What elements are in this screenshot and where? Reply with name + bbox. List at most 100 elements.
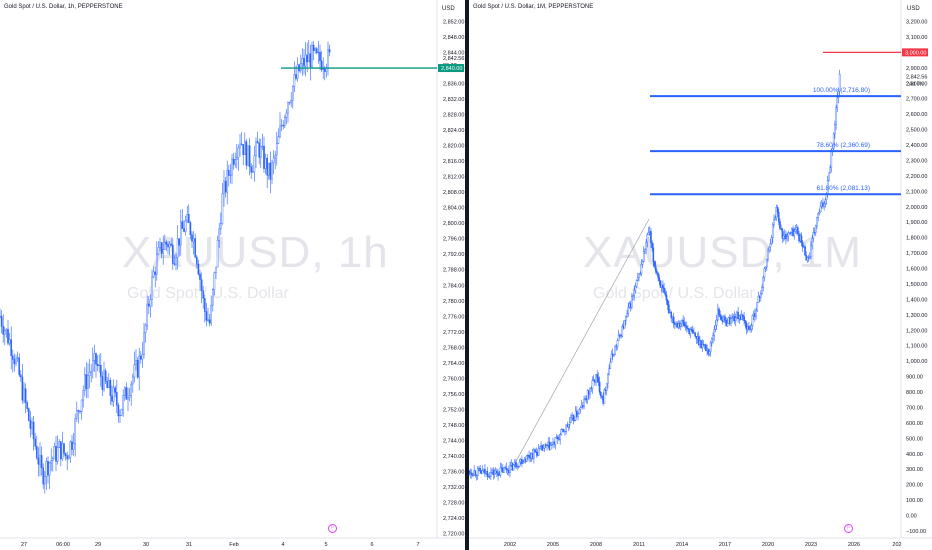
left-candle-body-17	[26, 402, 29, 409]
left-candle-body-57	[90, 370, 92, 373]
right-candle-body-36	[509, 465, 511, 473]
left-candle-body-14	[21, 376, 24, 401]
right-chart-canvas[interactable]: −100.00 0.00 100.00 200.00 300.00 400.00 500.0…	[469, 0, 932, 550]
left-flag-icon[interactable]: ⚐	[328, 524, 337, 533]
left-candle-body-197	[314, 48, 317, 51]
right-candle-body-113	[601, 395, 603, 398]
right-candle-body-148	[642, 251, 645, 262]
right-candle-body-189	[691, 330, 694, 333]
left-candle-body-151	[240, 143, 243, 145]
left-x-tick-4: 31	[186, 542, 192, 548]
right-candle-body-184	[685, 325, 688, 329]
right-candle-body-150	[645, 241, 647, 250]
left-candle-body-87	[138, 355, 141, 378]
left-y-tick-20: 2,800.00	[443, 221, 464, 227]
left-candle-body-27	[42, 467, 44, 485]
right-candle-body-123	[613, 354, 615, 357]
right-candle-body-168	[666, 300, 669, 306]
right-candle-body-287	[808, 256, 811, 259]
right-candle-body-31	[503, 467, 505, 473]
left-candle-body-146	[232, 158, 235, 165]
right-candle-body-265	[782, 235, 785, 239]
right-flag-icon[interactable]: ⚐	[844, 524, 853, 533]
left-candle-body-79	[125, 387, 128, 400]
right-candle-body-200	[705, 344, 707, 352]
right-candle-body-277	[797, 227, 799, 235]
right-candle-body-254	[769, 243, 772, 248]
left-candle-body-203	[324, 68, 326, 72]
right-y-tick-18: 1,700.00	[906, 251, 927, 257]
right-candle-body-230	[740, 314, 743, 320]
left-candle-body-200	[319, 52, 321, 62]
left-chart-pane[interactable]: XAUUSD, 1h Gold Spot / U.S. Dollar 2,720…	[0, 0, 465, 550]
right-candle-body-310	[836, 97, 839, 108]
left-candle-body-183	[292, 86, 294, 101]
right-candle-body-144	[638, 273, 640, 278]
left-candle-body-32	[50, 460, 52, 464]
right-candle-body-46	[521, 459, 523, 464]
right-target-tag	[902, 48, 928, 57]
left-candle-body-157	[250, 166, 253, 173]
left-candle-body-104	[165, 241, 168, 245]
left-candle-body-109	[173, 263, 176, 265]
left-candle-body-138	[219, 223, 222, 230]
right-candle-body-216	[724, 316, 726, 321]
right-chart-pane[interactable]: XAUUSD, 1M Gold Spot / U.S. Dollar −100.…	[469, 0, 932, 550]
right-candle-body-244	[757, 295, 760, 303]
right-candle-body-248	[762, 276, 765, 288]
left-candle-body-170	[271, 162, 273, 180]
left-chart-canvas[interactable]: 2,720.00 2,724.00 2,728.00 2,732.00 2,736.00…	[0, 0, 465, 550]
right-y-tick-8: 700.00	[906, 405, 923, 411]
left-y-tick-18: 2,792.00	[443, 252, 464, 258]
left-candle-body-184	[293, 74, 296, 87]
right-candle-body-213	[720, 316, 723, 321]
pane-divider[interactable]	[465, 0, 469, 550]
right-candle-body-280	[800, 235, 803, 243]
left-candle-body-33	[52, 457, 54, 461]
left-candle-body-118	[187, 214, 190, 223]
right-candle-body-274	[793, 231, 796, 236]
left-candle-body-124	[197, 263, 200, 275]
left-y-tick-12: 2,768.00	[443, 345, 464, 351]
left-y-tick-0: 2,720.00	[443, 532, 464, 538]
right-candle-body-264	[781, 228, 784, 239]
right-candle-body-154	[650, 231, 652, 243]
right-candle-body-209	[715, 319, 718, 326]
left-candle-body-129	[205, 311, 208, 321]
right-candle-body-92	[576, 410, 578, 417]
left-candle-body-115	[183, 228, 185, 232]
right-x-tick-3: 2011	[633, 542, 645, 548]
right-candle-body-283	[804, 246, 806, 256]
right-candle-body-139	[632, 295, 634, 297]
left-candle-body-175	[279, 125, 281, 137]
right-candle-body-7	[474, 470, 477, 476]
right-y-tick-6: 500.00	[906, 436, 923, 442]
right-candle-body-158	[654, 265, 657, 272]
left-candle-body-91	[144, 324, 147, 334]
left-x-tick-1: 06:00	[56, 542, 70, 548]
right-candle-body-165	[663, 287, 665, 293]
left-candle-body-61	[96, 364, 99, 366]
right-candle-body-185	[687, 327, 689, 330]
left-candle-body-198	[316, 48, 318, 53]
right-candle-body-197	[701, 344, 704, 348]
left-candle-body-206	[328, 49, 331, 53]
right-candle-body-86	[568, 422, 571, 425]
right-y-tick-1: 0.00	[906, 514, 917, 520]
right-countdown-label: 24d 7h	[906, 82, 923, 88]
left-candle-body-10	[15, 358, 17, 365]
right-y-tick-28: 2,700.00	[906, 97, 927, 103]
left-candle-body-108	[171, 244, 174, 264]
right-candle-body-149	[644, 249, 646, 252]
left-candle-body-60	[95, 353, 97, 365]
left-candle-body-142	[226, 170, 229, 193]
left-candle-body-22	[34, 438, 36, 447]
right-candle-body-74	[554, 437, 557, 445]
right-candle-body-60	[537, 448, 540, 456]
right-candle-body-142	[635, 280, 638, 287]
left-y-tick-6: 2,744.00	[443, 438, 464, 444]
right-candle-body-33	[505, 467, 508, 471]
left-candle-body-100	[159, 242, 161, 248]
left-candle-body-152	[242, 144, 245, 155]
left-candle-body-195	[311, 44, 313, 68]
